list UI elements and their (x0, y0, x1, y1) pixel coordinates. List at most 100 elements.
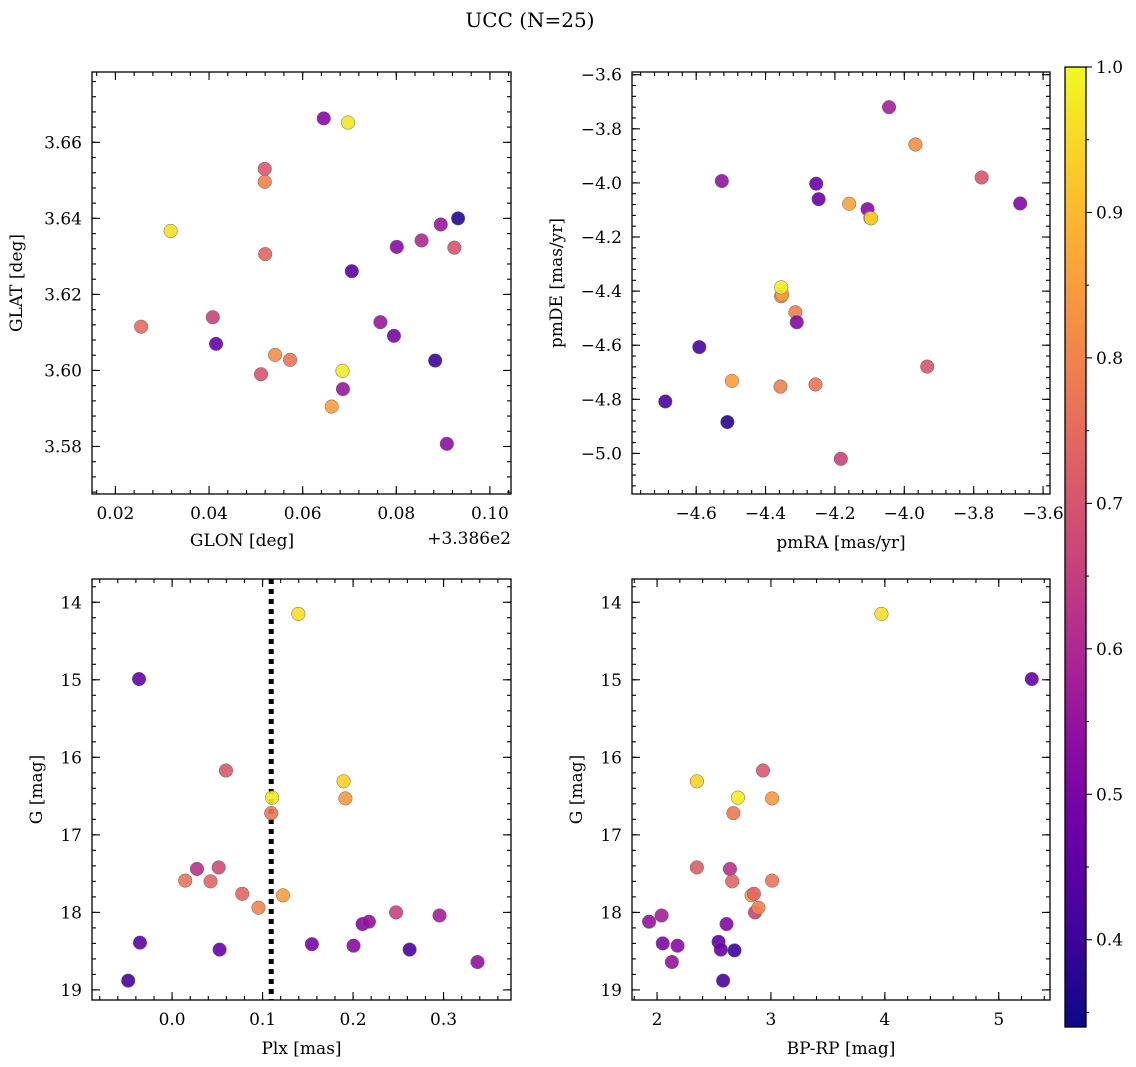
data-point (664, 954, 679, 970)
x-tick-label: 2 (652, 1010, 663, 1030)
colorbar-tick-label: 0.7 (1096, 494, 1123, 514)
data-point (251, 900, 266, 915)
data-point (727, 943, 742, 958)
colorbar-tick-label: 0.8 (1096, 349, 1123, 369)
data-point (316, 111, 331, 126)
axes-frame (91, 578, 512, 1001)
data-point (433, 217, 448, 232)
x-axis-label: BP-RP [mag] (787, 1039, 896, 1059)
panel-plx-g: 0.0 0.1 0.2 0.3 14 15 16 17 18 19 Plx [mas] G [mag] (27, 578, 512, 1059)
data-point (373, 315, 388, 330)
y-tick-label: −4.6 (581, 336, 622, 356)
data-point (670, 938, 685, 953)
x-axis-label: GLON [deg] (190, 531, 294, 551)
data-point (212, 942, 227, 957)
x-tick-label: 0.3 (430, 1010, 457, 1030)
data-point (132, 935, 148, 950)
scatter-points (121, 606, 485, 988)
data-point (264, 806, 279, 821)
x-tick-label: −4.0 (884, 504, 925, 524)
axes-frame (631, 578, 1051, 1001)
y-tick-label: −4.2 (581, 228, 622, 248)
data-point (335, 382, 350, 397)
data-point (211, 860, 226, 875)
data-point (258, 247, 273, 262)
y-tick-label: 16 (600, 748, 622, 768)
data-point (134, 319, 149, 334)
x-tick-label: 0.2 (340, 1010, 367, 1030)
data-point (324, 399, 339, 414)
data-point (722, 861, 738, 877)
x-tick-label: −3.6 (1022, 504, 1063, 524)
y-tick-label: 15 (600, 671, 622, 691)
data-point (205, 310, 220, 325)
data-point (751, 900, 766, 915)
x-tick-label: 0.1 (249, 1010, 276, 1030)
data-point (341, 115, 356, 130)
data-point (304, 937, 319, 952)
y-tick-label: −4.0 (581, 174, 622, 194)
scatter-points (658, 100, 1028, 466)
data-point (451, 211, 466, 226)
colorbar-tick-label: 0.5 (1096, 785, 1123, 805)
data-point (209, 336, 224, 351)
data-point (257, 161, 272, 176)
data-point (765, 873, 780, 888)
data-point (808, 377, 823, 392)
y-tick-label: 3.58 (44, 437, 82, 457)
data-point (414, 233, 429, 248)
data-point (132, 671, 147, 687)
data-point (189, 861, 205, 877)
data-point (178, 873, 193, 888)
data-point (746, 886, 761, 901)
x-axis-label: Plx [mas] (261, 1039, 341, 1059)
y-tick-label: −4.8 (581, 390, 622, 410)
y-tick-label: 19 (600, 981, 622, 1001)
data-point (428, 353, 443, 368)
data-point (203, 874, 218, 889)
data-point (765, 791, 780, 806)
y-tick-label: −4.4 (581, 282, 622, 302)
y-axis-label: G [mag] (567, 755, 587, 824)
data-point (726, 806, 741, 821)
data-point (389, 239, 404, 254)
y-axis-label: pmDE [mas/yr] (547, 218, 567, 348)
axes-frame (631, 71, 1051, 495)
data-point (447, 240, 462, 255)
data-point (716, 973, 731, 988)
axes-frame (91, 71, 512, 495)
scatter-points (642, 606, 1039, 988)
data-point (432, 908, 447, 923)
y-tick-label: 3.62 (44, 285, 82, 305)
data-point (655, 936, 670, 951)
data-point (235, 886, 250, 901)
data-point (719, 916, 734, 932)
colorbar-tick-label: 1.0 (1096, 58, 1123, 78)
x-tick-label: 0.10 (471, 504, 509, 524)
data-point (874, 606, 889, 621)
y-tick-label: 15 (60, 671, 82, 691)
data-point (724, 373, 739, 388)
data-point (386, 328, 402, 343)
data-point (389, 905, 404, 920)
y-tick-label: 19 (60, 981, 82, 1001)
data-point (920, 359, 935, 374)
data-point (720, 414, 735, 430)
data-point (833, 451, 848, 466)
data-point (811, 192, 826, 207)
data-point (908, 137, 923, 152)
x-tick-label: 0.08 (377, 504, 415, 524)
y-tick-label: −5.0 (581, 444, 622, 464)
data-point (773, 379, 788, 394)
x-tick-label: 0.04 (190, 504, 228, 524)
data-point (218, 763, 233, 778)
panel-bprp-g: 2 3 4 5 14 15 16 17 18 19 BP-RP [mag] G [mag] (567, 578, 1051, 1059)
data-point (842, 196, 857, 211)
data-point (774, 280, 789, 295)
data-point (863, 211, 879, 226)
x-tick-label: 5 (993, 1010, 1004, 1030)
data-point (275, 888, 290, 903)
y-tick-label: 16 (60, 748, 82, 768)
colorbar-tick-label: 0.6 (1096, 640, 1123, 660)
